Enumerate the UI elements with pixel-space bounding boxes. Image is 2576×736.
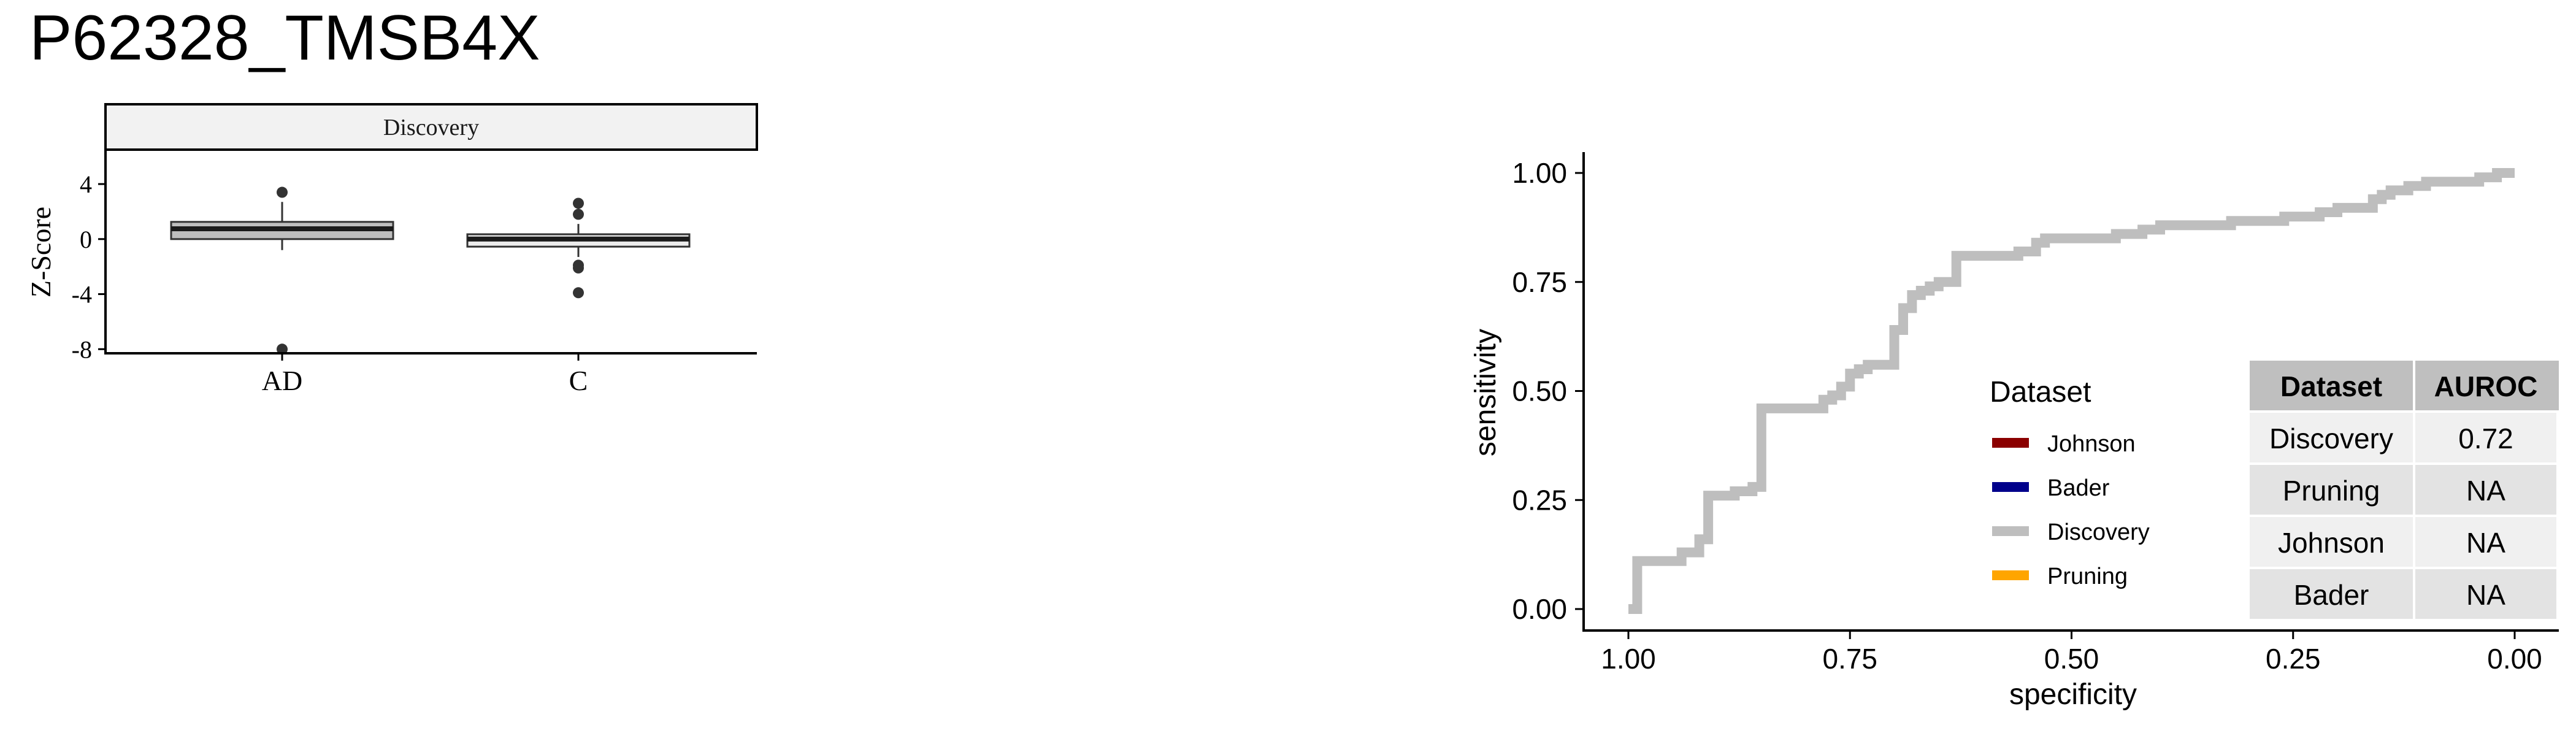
- roc-line-discovery: [1628, 168, 2515, 614]
- table-cell: Bader: [2294, 579, 2369, 611]
- legend-label: Discovery: [2047, 519, 2150, 545]
- legend: Dataset Johnson Bader Discovery Pruning: [1990, 376, 2150, 589]
- y-tick-label: -8: [72, 335, 92, 363]
- outlier-point: [277, 186, 288, 198]
- y-tick-label: 0.50: [1512, 375, 1567, 407]
- table-cell: 0.72: [2458, 423, 2513, 454]
- table-cell: NA: [2466, 579, 2505, 611]
- legend-label: Johnson: [2047, 431, 2136, 457]
- x-tick-label: C: [569, 365, 588, 396]
- roc-series-layer: [1628, 168, 2515, 614]
- table-cell-bg: [2250, 465, 2413, 515]
- outlier-point: [573, 262, 584, 274]
- y-tick-label: 0.25: [1512, 484, 1567, 516]
- table-header: AUROC: [2434, 370, 2538, 402]
- table-cell-bg: [2415, 465, 2556, 515]
- legend-label: Pruning: [2047, 564, 2128, 589]
- facet-label: Discovery: [383, 115, 479, 140]
- outlier-point: [573, 209, 584, 220]
- table-cell: Discovery: [2269, 423, 2393, 454]
- x-tick-label: 0.00: [2487, 643, 2542, 675]
- x-tick-label: 0.50: [2044, 643, 2099, 675]
- table-cell-bg: [2250, 413, 2413, 462]
- table-header-cell: [2415, 361, 2559, 410]
- table-cell: Johnson: [2278, 527, 2385, 559]
- boxplot-y-ticks: 4 0 -4 -8: [72, 171, 105, 363]
- outlier-point: [573, 287, 584, 299]
- x-tick-label: AD: [262, 365, 302, 396]
- table-cell-bg: [2250, 569, 2413, 619]
- outlier-point: [573, 197, 584, 209]
- y-tick-label: 0.75: [1512, 266, 1567, 298]
- outlier-point: [277, 343, 288, 355]
- facet-strip: [104, 103, 758, 151]
- box-layer: [170, 186, 691, 355]
- legend-title: Dataset: [1990, 376, 2091, 408]
- y-tick-label: 4: [80, 171, 92, 198]
- roc-y-ticks: 0.00 0.25 0.50 0.75 1.00: [1512, 157, 1584, 625]
- boxplot-y-axis-label: Z-Score: [25, 207, 56, 297]
- x-tick-label: 0.25: [2266, 643, 2321, 675]
- table-header-cell: [2250, 361, 2413, 410]
- roc-x-axis-label: specificity: [2009, 678, 2137, 711]
- y-tick-label: -4: [72, 281, 92, 309]
- table-cell-bg: [2250, 517, 2413, 567]
- y-tick-label: 1.00: [1512, 157, 1567, 189]
- roc-panel: 0.000.250.500.751.00 1.00 0.75 0.50 0.25 0.0…: [1470, 152, 2559, 711]
- table-cell-bg: [2415, 517, 2556, 567]
- boxplot-panel: Discovery 4 0 -4 -8 AD C Z-Score: [25, 103, 758, 396]
- x-tick-label: 0.75: [1822, 643, 1877, 675]
- table-cell-bg: [2415, 413, 2556, 462]
- table-cell: NA: [2466, 527, 2505, 559]
- legend-label: Bader: [2047, 475, 2110, 501]
- auroc-table: Dataset AUROC Discovery 0.72 Pruning NA Johnso…: [2250, 361, 2559, 619]
- x-tick-label: 1.00: [1601, 643, 1656, 675]
- y-tick-label: 0.00: [1512, 593, 1567, 625]
- table-header: Dataset: [2280, 370, 2382, 402]
- table-cell: NA: [2466, 475, 2505, 507]
- table-cell-bg: [2415, 569, 2556, 619]
- y-tick-label: 0: [80, 226, 92, 253]
- boxplot-x-ticks: AD C: [262, 353, 588, 396]
- roc-y-axis-label: sensitivity: [1470, 329, 1502, 456]
- page-title: P62328_TMSB4X: [29, 2, 540, 74]
- table-cell: Pruning: [2283, 475, 2380, 507]
- roc-x-ticks: 1.00 0.75 0.50 0.25 0.00: [1601, 631, 2542, 675]
